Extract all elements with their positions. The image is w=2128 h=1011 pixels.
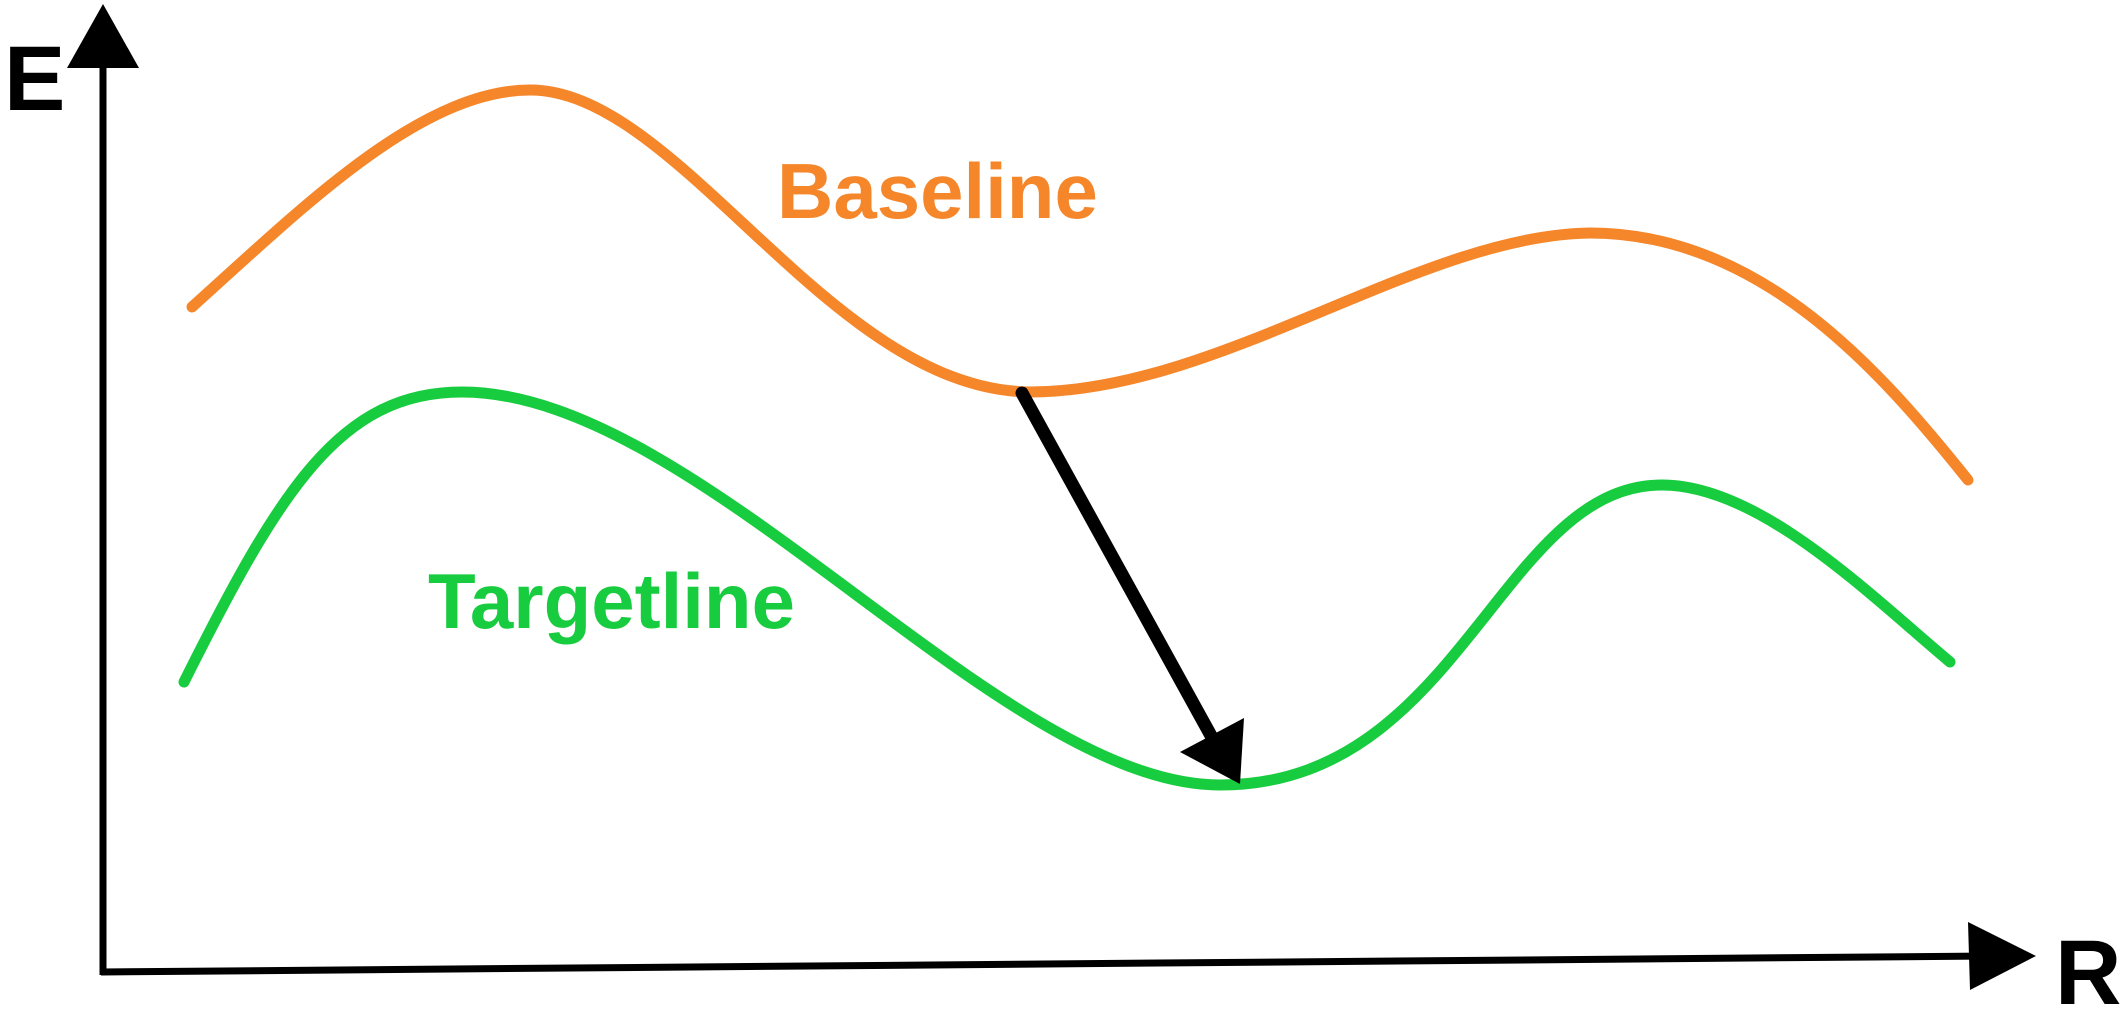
targetline-curve [178, 386, 1956, 791]
transition-arrowhead [1180, 718, 1244, 784]
baseline-curve [186, 84, 1974, 486]
targetline-label: Targetline [428, 557, 795, 645]
x-axis-line [100, 952, 1991, 976]
transition-arrow-shaft [1015, 386, 1227, 759]
y-axis-label: E [4, 28, 65, 130]
baseline-label: Baseline [777, 147, 1098, 235]
x-axis-label: R [2055, 922, 2121, 1011]
y-axis-arrowhead [67, 4, 139, 68]
x-axis-arrowhead [1968, 922, 2036, 990]
